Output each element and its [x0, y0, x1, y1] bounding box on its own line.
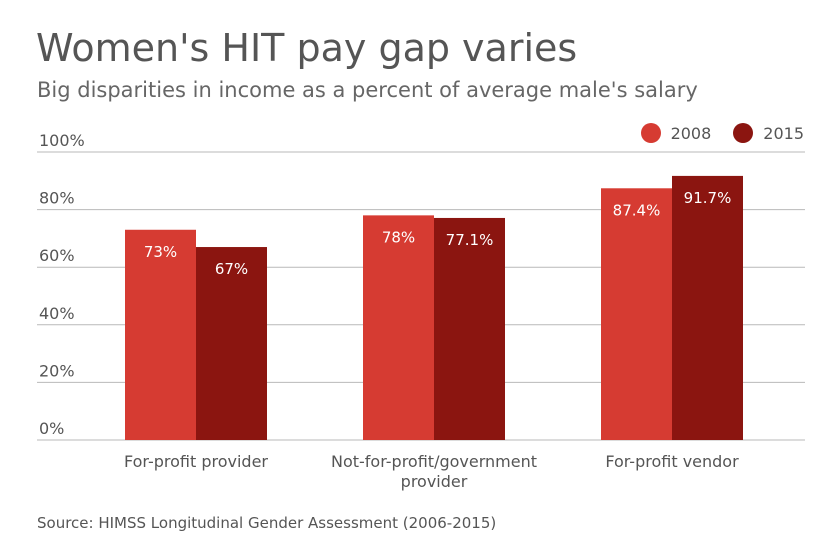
- bar-2008: [601, 188, 672, 440]
- bar-2008: [125, 229, 196, 440]
- data-label: 77.1%: [446, 231, 494, 249]
- chart-subtitle: Big disparities in income as a percent o…: [37, 78, 698, 102]
- legend-item-2008: 2008: [640, 123, 712, 143]
- legend-label-2008: 2008: [670, 123, 712, 143]
- x-category-label: provider: [401, 472, 468, 491]
- legend-item-2015: 2015: [733, 123, 804, 143]
- bar-2015: [672, 175, 743, 441]
- y-tick-label: 0%: [39, 419, 64, 438]
- bar-2015: [434, 217, 505, 440]
- data-label: 91.7%: [684, 189, 732, 207]
- x-category-label: For-profit vendor: [605, 452, 739, 471]
- data-label: 78%: [382, 228, 415, 246]
- bar-2008: [363, 215, 434, 440]
- data-label: 73%: [144, 243, 177, 261]
- x-category-label: For-profit provider: [124, 452, 268, 471]
- legend-label-2015: 2015: [763, 123, 804, 143]
- legend-swatch-2008: [640, 123, 661, 143]
- x-category-label: Not-for-profit/government: [331, 452, 537, 471]
- legend-swatch-2015: [733, 123, 754, 143]
- chart-title: Women's HIT pay gap varies: [36, 26, 578, 70]
- data-label: 67%: [215, 260, 248, 278]
- legend: 2008 2015: [619, 123, 804, 143]
- y-tick-label: 20%: [39, 361, 75, 380]
- source-note: Source: HIMSS Longitudinal Gender Assess…: [37, 514, 497, 532]
- y-tick-label: 40%: [39, 304, 75, 323]
- y-tick-label: 80%: [39, 189, 75, 208]
- y-tick-label: 60%: [39, 246, 75, 265]
- data-label: 87.4%: [613, 201, 661, 219]
- y-tick-label: 100%: [39, 131, 85, 150]
- bar-2015: [196, 247, 267, 440]
